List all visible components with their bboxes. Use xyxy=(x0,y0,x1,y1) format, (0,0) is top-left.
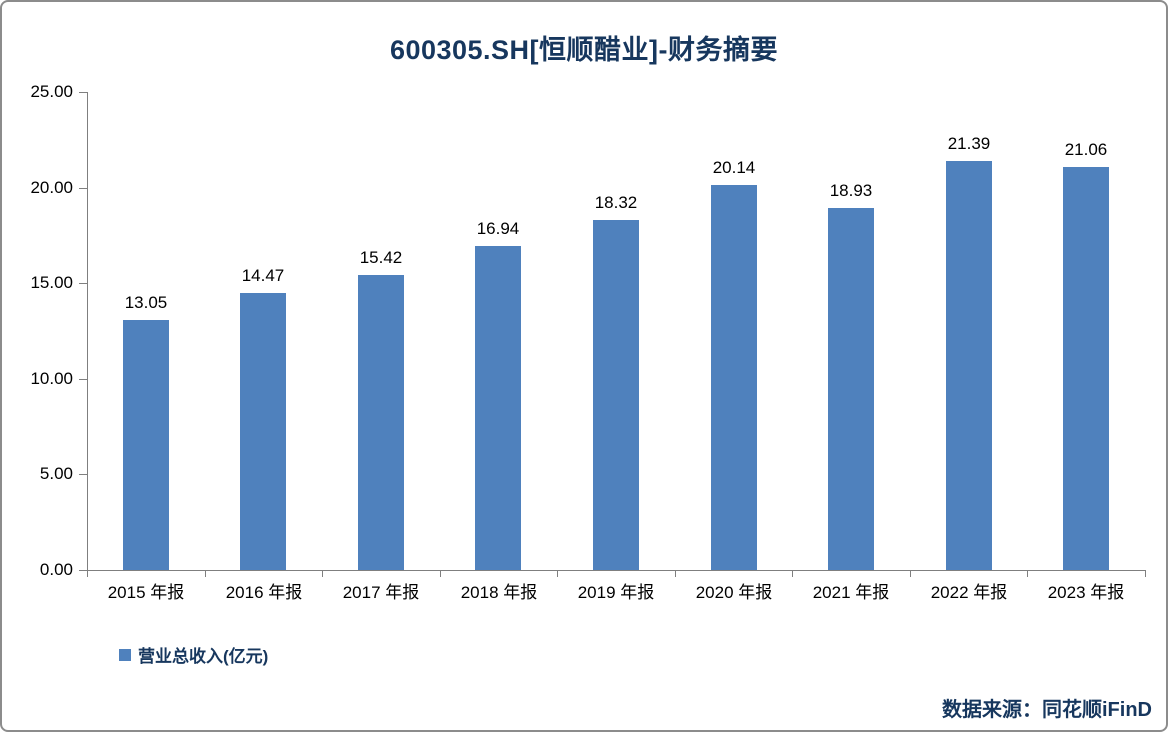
y-axis-tick xyxy=(79,570,87,571)
x-axis-category-label: 2023 年报 xyxy=(1047,583,1125,602)
y-axis-tick xyxy=(79,283,87,284)
y-axis-tick-label: 0.00 xyxy=(39,560,73,579)
y-axis-tick-label: 25.00 xyxy=(30,82,73,101)
x-axis-tick xyxy=(205,570,206,577)
data-source-label: 数据来源：同花顺iFinD xyxy=(942,699,1152,721)
bar-value-label: 18.93 xyxy=(829,181,873,200)
y-axis-tick-label: 5.00 xyxy=(39,464,73,483)
legend-series-label: 营业总收入(亿元) xyxy=(138,647,269,666)
x-axis-category-label: 2016 年报 xyxy=(225,583,303,602)
x-axis-category-label: 2017 年报 xyxy=(342,583,420,602)
y-axis-tick-label: 10.00 xyxy=(30,369,73,388)
x-axis-category-label: 2022 年报 xyxy=(930,583,1008,602)
x-axis-category-label: 2020 年报 xyxy=(695,583,773,602)
y-axis-tick xyxy=(79,92,87,93)
x-axis-tick xyxy=(322,570,323,577)
bar-2021 xyxy=(828,208,874,570)
legend-color-swatch xyxy=(119,648,131,661)
bar-2020 xyxy=(711,185,757,570)
bar-2023 xyxy=(1063,167,1109,570)
y-axis-tick xyxy=(79,474,87,475)
bar-2015 xyxy=(123,320,169,570)
x-axis-tick xyxy=(440,570,441,577)
x-axis-tick xyxy=(1145,570,1146,577)
bar-value-label: 18.32 xyxy=(594,193,638,212)
bar-value-label: 14.47 xyxy=(241,266,285,285)
y-axis-line xyxy=(87,92,88,570)
x-axis-category-label: 2019 年报 xyxy=(577,583,655,602)
x-axis-line xyxy=(87,570,1145,571)
bar-value-label: 20.14 xyxy=(712,158,756,177)
x-axis-tick xyxy=(1027,570,1028,577)
x-axis-tick xyxy=(675,570,676,577)
x-axis-tick xyxy=(792,570,793,577)
x-axis-category-label: 2018 年报 xyxy=(460,583,538,602)
x-axis-category-label: 2021 年报 xyxy=(812,583,890,602)
bar-2016 xyxy=(240,293,286,570)
y-axis-tick-label: 15.00 xyxy=(30,273,73,292)
bar-value-label: 16.94 xyxy=(476,219,520,238)
bar-value-label: 21.06 xyxy=(1064,140,1108,159)
x-axis-tick xyxy=(910,570,911,577)
y-axis-tick xyxy=(79,379,87,380)
legend: 营业总收入(亿元) xyxy=(119,642,268,667)
x-axis-tick xyxy=(557,570,558,577)
bar-2022 xyxy=(946,161,992,570)
chart-title: 600305.SH[恒顺醋业]-财务摘要 xyxy=(389,35,779,65)
y-axis-tick xyxy=(79,188,87,189)
x-axis-category-label: 2015 年报 xyxy=(107,583,185,602)
bar-value-label: 13.05 xyxy=(124,293,168,312)
bar-value-label: 15.42 xyxy=(359,248,403,267)
bar-2019 xyxy=(593,220,639,570)
bar-2017 xyxy=(358,275,404,570)
y-axis-tick-label: 20.00 xyxy=(30,178,73,197)
x-axis-tick xyxy=(87,570,88,577)
bar-value-label: 21.39 xyxy=(947,134,991,153)
bar-2018 xyxy=(475,246,521,570)
